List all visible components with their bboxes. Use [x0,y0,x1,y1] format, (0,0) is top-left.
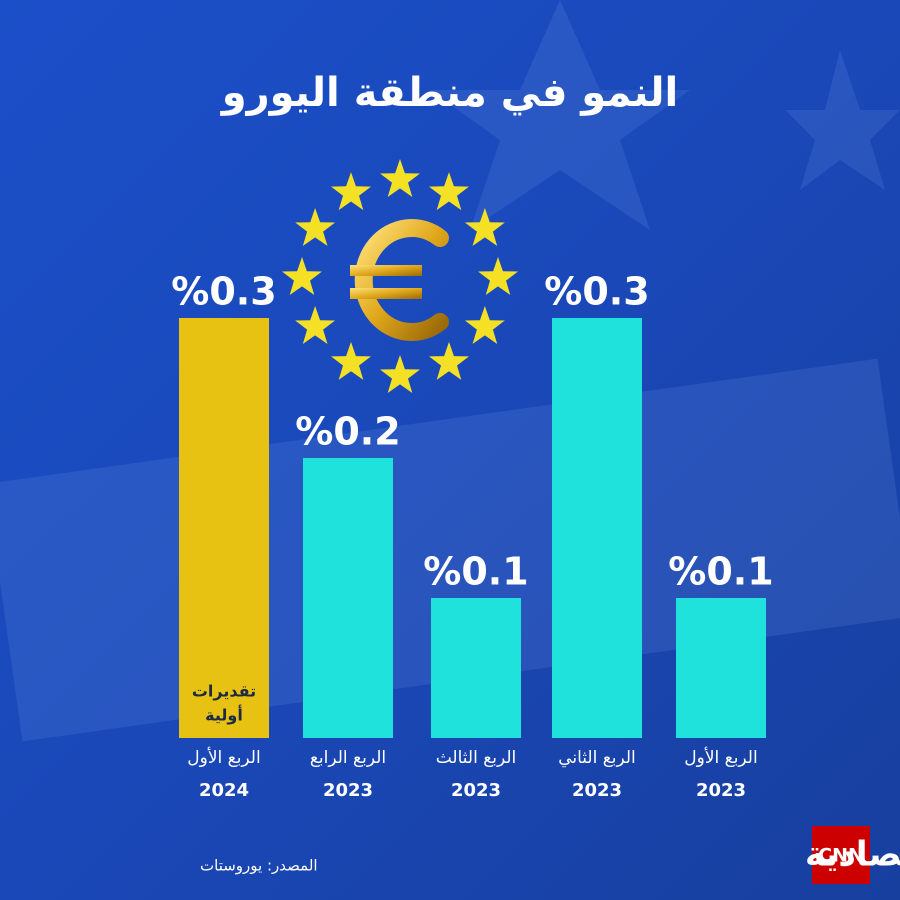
chart-title: النمو في منطقة اليورو [220,70,679,116]
value-label: %0.1 [668,550,773,594]
cnn-logo [812,826,870,884]
star [429,172,469,211]
bar [552,318,642,738]
value-label: %0.1 [423,550,528,594]
x-tick-label: الربع الثالث [436,748,517,768]
x-tick-label: الربع الأول [684,747,757,768]
euro-stars [282,159,518,393]
star [295,208,336,246]
star [331,172,371,211]
x-tick-label: 2024 [199,780,249,801]
bar [303,458,393,738]
star [464,208,505,246]
x-tick-label: 2023 [323,780,373,801]
x-tick-label: الربع الأول [187,747,260,768]
x-tick-label: الربع الرابع [310,748,386,768]
bar [676,598,766,738]
annotation: تقديرات [192,682,256,701]
x-tick-label: 2023 [451,780,501,801]
bar [431,598,521,738]
star [464,306,505,344]
plot: %0.3 الربع الأول 2024 %0.2 الربع الرابع 2023%… [171,270,773,802]
x-tick-label: 2023 [572,780,622,801]
star [282,257,322,295]
star [429,341,469,380]
source: المصدر: يوروستات [200,857,318,875]
x-tick-label: الربع الثاني [558,748,636,768]
value-label: %0.3 [544,270,649,314]
cnn-text: CNN [818,845,864,867]
star [380,355,420,393]
value-label: %0.2 [295,410,400,454]
brand-name: الاقتصادية [805,835,900,875]
star [331,341,371,380]
value-label: %0.3 [171,270,276,314]
annotation: أولية [205,705,243,725]
euro-symbol [350,219,449,341]
x-tick-label: 2023 [696,780,746,801]
star [295,306,336,344]
star [380,159,420,197]
bar [179,318,269,738]
star [478,257,518,295]
